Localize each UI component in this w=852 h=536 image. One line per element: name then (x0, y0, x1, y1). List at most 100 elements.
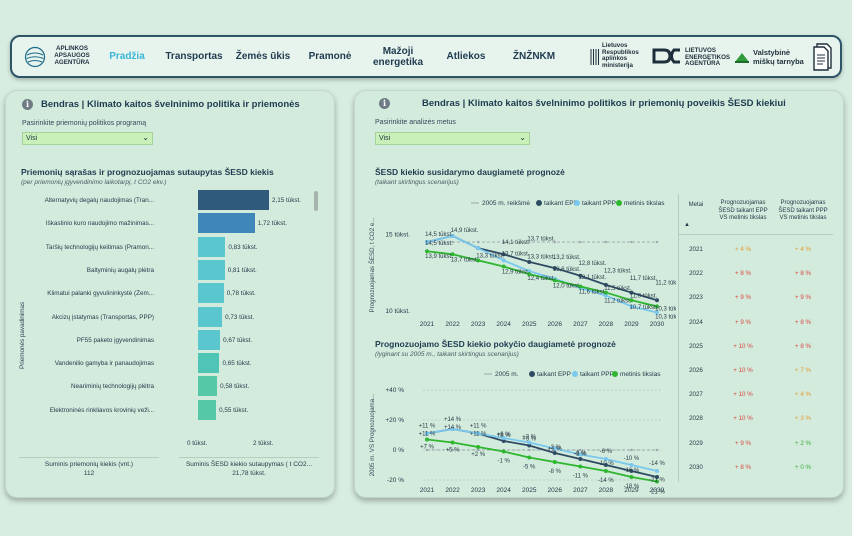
energy-agency-logo[interactable]: LIETUVOS ENERGETIKOS AGENTŪRA (652, 44, 734, 70)
program-filter-dropdown[interactable]: Visi ⌄ (22, 132, 153, 145)
kpi-divider (179, 457, 319, 458)
change-chart-subtitle: (lyginant su 2005 m., taikant skirtingus… (375, 351, 519, 358)
data-point (527, 269, 532, 274)
table-row[interactable]: 2024 + 9 % + 8 % (679, 311, 833, 335)
data-point (527, 440, 532, 445)
table-cell-year: 2024 (689, 318, 703, 326)
kpi-measures-count-value: 112 (83, 470, 95, 477)
x-tick-label: 2028 (599, 321, 614, 328)
table-row[interactable]: 2030 + 8 % + 0 % (679, 456, 833, 480)
table-row[interactable]: 2027 + 10 % + 4 % (679, 383, 833, 407)
sort-ascending-icon[interactable]: ▲ (684, 222, 690, 228)
ministry-logo[interactable]: Lietuvos Respublikos aplinkos ministerij… (590, 42, 652, 70)
legend-swatch (529, 371, 535, 377)
data-label: +5 % (522, 437, 537, 443)
measure-bar[interactable] (198, 283, 224, 304)
x-tick-label: 2023 (471, 487, 486, 494)
bar-category-label: Baltyminių augalų plėtra (86, 266, 154, 274)
legend-entry: 2005 m. reikšmė (482, 200, 530, 207)
table-row[interactable]: 2022 + 8 % + 8 % (679, 262, 833, 286)
x-tick-label: 2021 (420, 321, 435, 328)
x-tick-label: 2023 (471, 321, 486, 328)
series-line (426, 428, 658, 472)
data-point (579, 448, 582, 452)
data-label: 11,2 tūkst. (655, 281, 676, 287)
data-point (527, 259, 532, 264)
info-icon[interactable]: i (22, 99, 33, 110)
y-tick-label: 15 tūkst. (385, 231, 410, 238)
table-row[interactable]: 2026 + 10 % + 7 % (679, 359, 833, 383)
bar-value-label: 1,72 tūkst. (257, 220, 287, 228)
measure-bar[interactable] (198, 399, 217, 420)
nav-znznkm[interactable]: ŽNŽNKM (512, 51, 556, 62)
data-point (527, 272, 532, 277)
lea-logo-icon (652, 48, 680, 64)
measure-bar[interactable] (198, 376, 218, 397)
forest-logo-icon (735, 53, 749, 63)
nav-mazoji-energetika[interactable]: Mažoji energetika (372, 45, 424, 68)
data-point (655, 469, 659, 473)
x-tick-label: 2030 (650, 321, 665, 328)
data-label: 12,8 tūkst. (578, 261, 606, 267)
data-point (629, 469, 634, 473)
data-label: +11 % (470, 432, 487, 438)
table-cell-year: 2030 (689, 463, 703, 471)
y-tick-label: +20 % (385, 417, 404, 424)
data-point (655, 475, 659, 479)
table-row[interactable]: 2028 + 10 % + 3 % (679, 407, 833, 431)
forest-service-logo[interactable]: Valstybinė miškų tarnyba (734, 44, 814, 70)
nav-zemes-ukis[interactable]: Žemės ūkis (235, 51, 291, 62)
measure-bar[interactable] (198, 236, 226, 257)
table-cell-year: 2027 (689, 391, 703, 399)
document-icon[interactable] (812, 41, 834, 71)
measure-bar[interactable] (198, 329, 221, 350)
data-point (603, 469, 608, 473)
x-tick-label: 2024 (496, 321, 511, 328)
nav-transportas[interactable]: Transportas (165, 51, 223, 62)
data-point (425, 240, 429, 245)
data-point (578, 273, 583, 278)
data-label: 12,0 tūkst. (553, 283, 581, 289)
data-label: +14 % (444, 425, 462, 431)
table-header-epp[interactable]: Prognozuojamas ŠESD taikant EPP VS metin… (718, 200, 768, 221)
data-point (552, 460, 557, 464)
data-point (603, 457, 608, 461)
legend-swatch (536, 200, 542, 206)
table-cell-value: + 9 % (735, 318, 751, 326)
data-label: 11,0 tūkst. (630, 294, 658, 300)
nav-atliekos[interactable]: Atliekos (446, 51, 486, 62)
table-row[interactable]: 2029 + 9 % + 2 % (679, 432, 833, 456)
aaa-logo[interactable]: APLINKOS APSAUGOS AGENTŪRA (24, 44, 96, 72)
data-point (528, 240, 531, 244)
measure-bar[interactable] (198, 213, 255, 234)
measure-bar[interactable] (198, 306, 223, 327)
table-header-ppp[interactable]: Prognozuojamas ŠESD taikant PPP VS metin… (778, 200, 828, 221)
table-row[interactable]: 2021 + 4 % + 4 % (679, 238, 833, 262)
data-label: 14,5 tūkst. (425, 241, 453, 247)
measure-bar[interactable] (198, 190, 269, 210)
bar-category-label: Alternatyvių degalų naudojimas (Tran... (44, 197, 154, 204)
measure-bar[interactable] (198, 259, 225, 280)
info-icon[interactable]: i (379, 98, 390, 109)
measure-bar[interactable] (198, 353, 220, 374)
series-line (426, 250, 658, 308)
scrollbar-thumb[interactable] (314, 191, 318, 211)
data-label: +8 % (497, 433, 512, 439)
data-label: +2 % (471, 452, 486, 458)
table-row[interactable]: 2023 + 9 % + 9 % (679, 286, 833, 310)
bar-category-label: Vandenilio gamyba ir panaudojimas (54, 360, 154, 368)
legend-entry: taikant EPP (544, 200, 578, 207)
data-label: 11,6 tūkst. (579, 289, 607, 295)
ministry-emblem-icon (590, 49, 599, 65)
year-filter-dropdown[interactable]: Visi ⌄ (375, 132, 530, 145)
data-label: 14,5 tūkst. (425, 232, 453, 238)
data-label: -21 % (649, 478, 665, 484)
table-row[interactable]: 2025 + 10 % + 8 % (679, 335, 833, 359)
data-point (476, 445, 481, 449)
nav-pramone[interactable]: Pramonė (308, 51, 352, 62)
nav-pradzia[interactable]: Pradžia (109, 51, 145, 62)
table-header-year[interactable]: Metai (688, 202, 704, 208)
data-label: -2 % (549, 445, 562, 451)
data-label: -11 % (573, 474, 589, 480)
data-point (603, 293, 608, 298)
